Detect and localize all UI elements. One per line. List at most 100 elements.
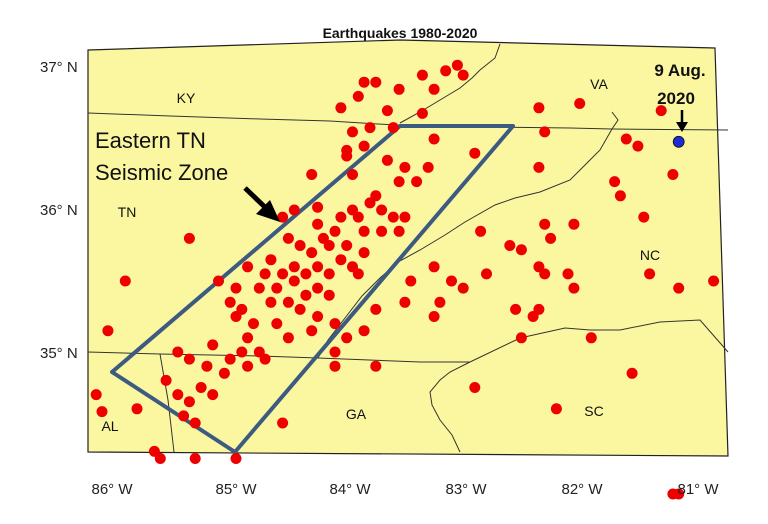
earthquake-point — [562, 268, 574, 280]
earthquake-point — [265, 296, 277, 308]
seismic-zone-outline — [110, 124, 515, 454]
earthquake-point — [312, 311, 324, 322]
earthquake-point — [242, 360, 254, 372]
earthquake-point — [381, 154, 393, 166]
earthquake-point — [609, 176, 621, 188]
earthquake-point — [329, 360, 341, 372]
earthquake-point — [533, 161, 545, 173]
earthquake-point — [306, 169, 318, 180]
zone-arrow — [243, 186, 280, 222]
earthquake-point — [644, 268, 656, 280]
tn-nc-border — [317, 128, 613, 359]
lon-tick-85: 85° W — [215, 481, 257, 498]
earthquake-points — [90, 59, 720, 500]
earthquake-point — [405, 275, 417, 287]
earthquake-point — [358, 247, 370, 259]
earthquake-point — [341, 240, 353, 251]
earthquake-point — [294, 240, 306, 251]
earthquake-point — [469, 147, 481, 159]
earthquake-point — [387, 122, 399, 134]
ga-sc-border — [429, 361, 471, 453]
earthquake-point — [515, 332, 527, 344]
earthquake-point — [119, 275, 131, 287]
earthquake-point — [160, 374, 172, 386]
earthquake-point — [271, 282, 283, 294]
earthquake-point — [189, 453, 201, 464]
earthquake-point — [387, 211, 399, 223]
earthquake-point — [347, 169, 358, 180]
earthquake-point — [364, 122, 376, 134]
earthquake-point — [96, 406, 108, 418]
earthquake-point — [376, 225, 388, 237]
lon-tick-82: 82° W — [561, 481, 603, 498]
earthquake-point — [358, 225, 370, 237]
earthquake-point — [399, 161, 411, 173]
earthquake-point — [457, 282, 469, 294]
earthquake-point — [393, 225, 405, 237]
earthquake-point — [527, 311, 539, 322]
earthquake-point — [207, 339, 219, 351]
earthquake-point — [393, 83, 405, 95]
zone-label-line-1: Eastern TN — [95, 128, 206, 153]
map-title: Earthquakes 1980-2020 — [323, 25, 478, 41]
earthquake-point — [550, 403, 562, 415]
earthquake-point — [178, 410, 190, 422]
earthquake-point — [475, 225, 487, 237]
earthquake-point — [358, 76, 370, 88]
earthquake-point — [183, 396, 195, 408]
earthquake-point — [207, 389, 219, 401]
earthquake-point — [434, 296, 446, 308]
earthquake-point — [224, 353, 236, 365]
earthquake-point — [230, 282, 242, 294]
earthquake-point — [312, 261, 324, 273]
earthquake-point — [457, 69, 469, 81]
earthquake-point — [329, 318, 341, 330]
earthquake-point — [335, 254, 347, 266]
earthquake-point — [265, 254, 277, 266]
earthquake-point — [294, 303, 306, 315]
earthquake-point — [277, 417, 289, 429]
earthquake-point — [312, 201, 324, 213]
earthquake-point — [288, 261, 300, 273]
tn-south-border — [87, 351, 470, 363]
earthquake-point — [638, 211, 650, 223]
nc-sc-border — [469, 319, 729, 363]
earthquake-point — [288, 275, 300, 287]
lon-tick-86: 86° W — [91, 481, 133, 498]
earthquake-point — [230, 453, 242, 464]
earthquake-point — [102, 325, 114, 337]
earthquake-point — [201, 360, 213, 372]
lat-tick-35: 35° N — [40, 345, 78, 362]
earthquake-point — [504, 240, 516, 251]
earthquake-point — [428, 311, 440, 322]
lon-tick-81: 81° W — [677, 481, 719, 498]
earthquake-point — [667, 169, 679, 180]
earthquake-point — [655, 105, 667, 117]
earthquake-point — [300, 289, 312, 301]
va-nc-notch — [611, 111, 619, 130]
earthquake-point — [539, 268, 551, 280]
earthquake-point — [271, 318, 283, 330]
earthquake-point — [329, 225, 341, 237]
earthquake-point — [323, 289, 335, 301]
earthquake-point — [626, 367, 638, 379]
earthquake-point — [253, 282, 265, 294]
state-label-ky: KY — [177, 90, 196, 106]
earthquake-point — [306, 247, 318, 259]
earthquake-point — [323, 268, 335, 280]
earthquake-point — [568, 218, 580, 230]
earthquake-point — [218, 367, 230, 379]
earthquake-point — [341, 150, 353, 162]
earthquake-point — [416, 107, 428, 119]
earthquake-point — [533, 102, 545, 114]
state-label-sc: SC — [584, 403, 603, 419]
earthquake-point — [282, 332, 294, 344]
earthquake-point — [277, 211, 289, 223]
earthquake-point — [620, 133, 632, 145]
earthquake-point — [224, 296, 236, 308]
earthquake-point — [376, 204, 388, 216]
state-label-al: AL — [101, 418, 118, 434]
lat-tick-36: 36° N — [40, 202, 78, 219]
earthquake-point — [352, 211, 364, 223]
earthquake-point — [585, 332, 597, 344]
